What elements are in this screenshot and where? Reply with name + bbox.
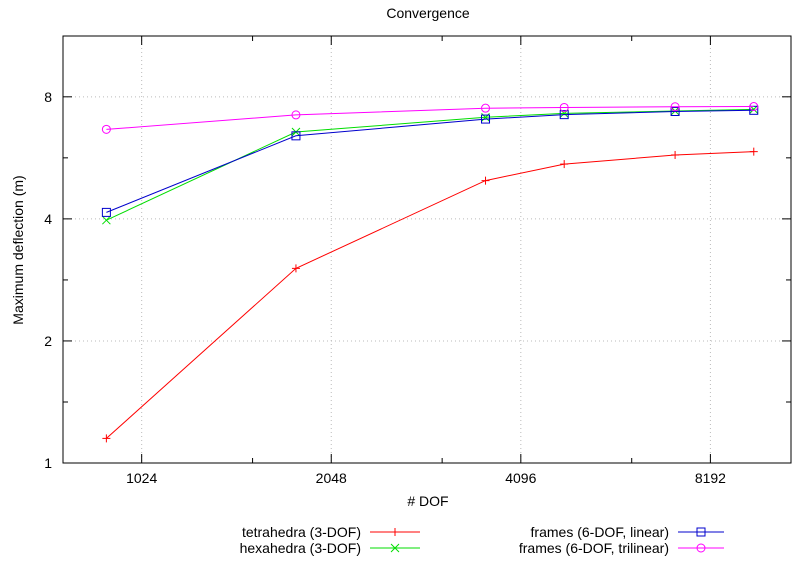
data-point (560, 160, 569, 169)
y-axis-label: Maximum deflection (m) (10, 175, 26, 324)
y-tick-label: 8 (44, 89, 52, 105)
data-point (102, 215, 111, 225)
data-point (101, 207, 111, 217)
data-point (481, 103, 491, 113)
legend-item: tetrahedra (3-DOF) (242, 524, 420, 540)
legend-label: tetrahedra (3-DOF) (242, 524, 361, 540)
axis-ticks: 1024 2048 4096 8192 1 2 4 8 (44, 36, 791, 486)
x-tick-label: 2048 (316, 470, 347, 486)
data-point (670, 102, 680, 112)
data-point (749, 102, 759, 112)
data-point (671, 150, 680, 159)
data-point (291, 264, 300, 273)
series-line (106, 151, 754, 439)
data-point (749, 147, 758, 156)
series-tetrahedra-3-dof (102, 147, 758, 443)
data-point (291, 110, 301, 120)
legend-label: hexahedra (3-DOF) (240, 540, 361, 556)
legend: tetrahedra (3-DOF)hexahedra (3-DOF) frame… (240, 524, 724, 556)
series-frames-6-dof-linear (101, 105, 759, 217)
data-point (481, 114, 491, 124)
plot-frame (62, 35, 792, 464)
series-frames-6-dof-trilinear (101, 102, 759, 134)
y-tick-label: 2 (44, 333, 52, 349)
data-point (291, 131, 301, 141)
data-point (559, 110, 569, 120)
x-tick-label: 1024 (126, 470, 157, 486)
data-point (670, 107, 680, 117)
y-tick-label: 4 (44, 211, 52, 227)
legend-label: frames (6-DOF, trilinear) (519, 540, 669, 556)
legend-label: frames (6-DOF, linear) (531, 524, 669, 540)
data-point (559, 102, 569, 112)
x-axis-label: # DOF (407, 493, 448, 509)
data-point (391, 528, 399, 536)
series-layer (101, 102, 759, 443)
x-tick-label: 8192 (695, 470, 726, 486)
data-point (390, 543, 400, 553)
data-point (101, 124, 111, 134)
data-point (102, 434, 111, 443)
series-line (106, 108, 754, 221)
y-tick-label: 1 (44, 455, 52, 471)
data-point (696, 543, 706, 553)
data-point (696, 527, 706, 537)
x-tick-label: 4096 (505, 470, 536, 486)
chart-title: Convergence (386, 5, 469, 21)
legend-item: frames (6-DOF, linear) (531, 524, 724, 540)
data-point (481, 176, 490, 185)
series-line (106, 109, 754, 213)
series-line (106, 106, 754, 130)
legend-item: hexahedra (3-DOF) (240, 540, 420, 556)
legend-item: frames (6-DOF, trilinear) (519, 540, 724, 556)
grid-lines (63, 36, 791, 463)
